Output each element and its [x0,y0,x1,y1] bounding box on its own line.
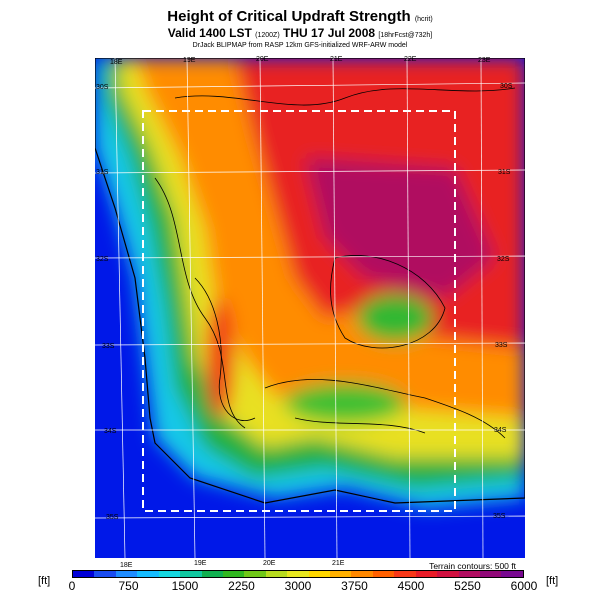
map-panel [95,58,525,558]
legend-tick-5250: 5250 [454,579,481,593]
forecast-map [95,58,525,558]
focus-box [142,110,456,512]
legend-swatch-18 [458,571,481,577]
subtitle-date: THU 17 Jul 2008 [283,26,376,40]
lat-left-32: 32S [96,256,109,263]
lat-left-34: 34S [104,428,117,435]
color-legend [72,570,524,578]
legend-swatch-14 [372,571,395,577]
legend-tick-2250: 2250 [228,579,255,593]
graticule [95,58,525,558]
legend-tick-4500: 4500 [397,579,425,593]
subtitle-main: Valid 1400 LST [167,26,252,40]
terrain-contours [154,87,516,439]
legend-swatch-3 [137,571,159,577]
legend-swatch-5 [180,571,202,577]
lon-bottom-20: 20E [263,560,276,567]
legend-swatch-4 [158,571,181,577]
lat-right-32: 32S [497,256,510,263]
lat-right-30: 30S [500,83,513,90]
lon-top-21: 21E [330,56,343,63]
lon-bottom-19: 19E [194,560,207,567]
legend-swatch-6 [201,571,223,577]
lat-right-31: 31S [498,169,511,176]
legend-tick-3000: 3000 [284,579,312,593]
west-red-ridge [206,298,234,418]
legend-swatch-8 [244,571,266,577]
lon-top-19: 19E [183,57,196,64]
title-unit: (hcrit) [414,16,433,23]
legend-tick-0: 0 [68,579,76,593]
lat-left-31: 31S [96,169,109,176]
legend-swatch-15 [394,571,416,577]
legend-tick-1500: 1500 [171,579,199,593]
legend-swatch-13 [351,571,373,577]
legend-swatch-9 [265,571,288,577]
field-shading [95,58,525,508]
legend-tick-3750: 3750 [341,579,368,593]
legend-swatch-17 [437,571,459,577]
lon-top-20: 20E [256,56,269,63]
lon-top-18: 18E [110,59,123,66]
lon-top-22: 22E [404,56,417,63]
legend-swatch-19 [480,571,502,577]
legend-swatch-0 [73,571,95,577]
chart-credit: DrJack BLIPMAP from RASP 12km GFS-initia… [192,42,408,49]
terrain-contours-note: Terrain contours: 500 ft [429,561,516,571]
subtitle-tail: [18hrFcst@732h] [378,32,433,39]
legend-swatch-20 [501,571,523,577]
legend-swatch-2 [115,571,138,577]
lat-right-35: 35S [493,513,506,520]
legend-tick-6000: 6000 [510,579,538,593]
lat-right-33: 33S [495,342,508,349]
lat-left-30: 30S [96,84,109,91]
legend-ticks: 0 750 1500 2250 3000 3750 4500 5250 6000 [68,579,538,599]
lon-top-23: 23E [478,57,491,64]
legend-swatch-16 [415,571,438,577]
south-green-patch [285,383,405,423]
legend-swatch-1 [94,571,116,577]
lat-left-33: 33S [102,343,115,350]
legend-swatch-12 [330,571,352,577]
chart-subtitle: Valid 1400 LST (1200Z) THU 17 Jul 2008 [… [0,26,600,40]
lon-bottom-18: 18E [120,562,133,569]
title-text: Height of Critical Updraft Strength [167,8,411,25]
subtitle-code: (1200Z) [255,32,280,39]
chart-title: Height of Critical Updraft Strength (hcr… [0,8,600,25]
lon-bottom-21: 21E [332,560,345,567]
legend-swatch-7 [222,571,245,577]
legend-tick-750: 750 [118,579,139,593]
lat-right-34: 34S [494,427,507,434]
legend-swatch-11 [308,571,331,577]
legend-swatch-10 [287,571,309,577]
land-magenta-core [305,158,495,298]
inland-green-cell [357,294,433,342]
lat-left-35: 35S [106,514,119,521]
legend-unit-left: [ft] [38,575,51,587]
legend-unit-right: [ft] [546,575,559,587]
